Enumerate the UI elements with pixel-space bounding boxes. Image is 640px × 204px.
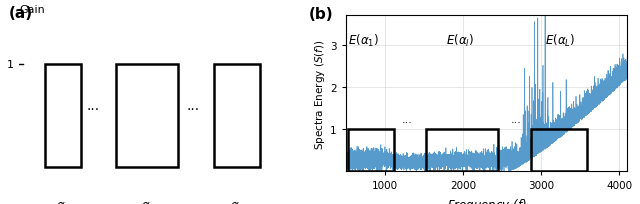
Bar (116, 64, 178, 167)
Text: ...: ... (402, 114, 413, 124)
Text: 1: 1 (7, 60, 14, 69)
Text: $\alpha_l$: $\alpha_l$ (141, 200, 153, 204)
Bar (531, 130, 586, 171)
Bar (348, 130, 394, 171)
Bar (45, 64, 81, 167)
Text: (a): (a) (9, 6, 33, 21)
Text: $E(\alpha_1)$: $E(\alpha_1)$ (348, 33, 379, 49)
Text: $E(\alpha_L)$: $E(\alpha_L)$ (545, 33, 575, 49)
Text: ...: ... (188, 200, 199, 204)
Text: ...: ... (87, 99, 100, 113)
Text: ...: ... (187, 99, 200, 113)
Y-axis label: Spectra Energy ($S(f)$): Spectra Energy ($S(f)$) (313, 39, 327, 149)
Bar (214, 64, 260, 167)
Text: $E(\alpha_l)$: $E(\alpha_l)$ (445, 33, 474, 49)
Text: $\alpha_1$: $\alpha_1$ (56, 200, 70, 204)
Bar (426, 130, 498, 171)
X-axis label: Frequency ($f$): Frequency ($f$) (447, 196, 526, 204)
Text: $\alpha_L$: $\alpha_L$ (230, 200, 244, 204)
Text: (b): (b) (309, 7, 333, 22)
Text: Gain: Gain (19, 4, 45, 14)
Text: ...: ... (511, 114, 522, 124)
Text: ...: ... (88, 200, 99, 204)
